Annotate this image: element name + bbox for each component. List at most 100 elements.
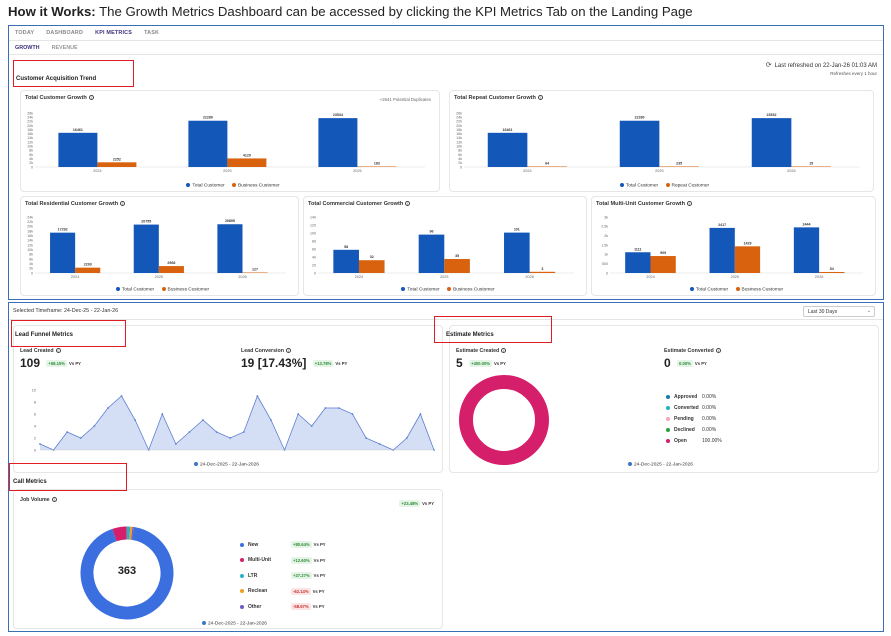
job-volume-donut-chart [76,522,177,623]
bar[interactable] [751,118,792,167]
bar-value-label: 2293 [84,263,92,267]
category-name: Other [248,603,262,610]
legend-repeat: Repeat Customer [671,183,710,188]
info-icon[interactable]: i [405,201,411,207]
info-icon[interactable]: i [687,201,693,207]
bar[interactable] [158,266,184,273]
lead-point[interactable] [337,407,340,409]
lead-created-line-chart: 10 8 6 4 2 0 [32,388,435,452]
lead-point[interactable] [324,407,327,409]
bar[interactable] [527,166,567,168]
bar[interactable] [529,271,556,273]
intro-text: How it Works: The Growth Metrics Dashboa… [8,4,884,20]
info-icon[interactable]: i [537,95,543,101]
lead-point[interactable] [134,419,137,421]
y-tick-label: 8 [34,400,36,404]
lead-point[interactable] [161,413,164,415]
lead-point[interactable] [242,431,245,433]
lead-point[interactable] [120,395,123,397]
info-icon[interactable]: i [501,348,507,354]
bar[interactable] [227,158,267,167]
y-tick-label: 10k [27,145,33,149]
bar[interactable] [217,224,243,273]
vspy-label: Vs PY [422,501,434,507]
status-pct: 100.00% [702,438,722,444]
lead-point[interactable] [310,425,313,427]
timeframe-label: Selected Timeframe: 24-Dec-25 - 22-Jan-2… [13,308,118,314]
y-tick-label: 8k [29,253,33,257]
lead-point[interactable] [229,437,232,439]
bar[interactable] [357,166,397,168]
lead-point[interactable] [66,431,69,433]
lead-point[interactable] [419,413,422,415]
bar[interactable] [487,132,528,167]
bar[interactable] [50,232,76,273]
lead-point[interactable] [365,437,367,439]
info-icon[interactable]: i [55,348,61,354]
bar[interactable] [97,162,137,167]
bar-value-label: 22280 [203,116,213,120]
lead-point[interactable] [405,437,408,439]
bar[interactable] [188,120,228,167]
bar[interactable] [734,246,761,273]
bar[interactable] [418,234,445,273]
donut-slice[interactable] [76,522,177,623]
timeframe-select[interactable]: Last 30 Days ⌄ [803,306,875,317]
bar[interactable] [444,259,470,273]
lead-point[interactable] [39,443,41,445]
refresh-icon[interactable]: ⟳ [765,62,772,69]
bar[interactable] [133,224,159,273]
y-tick-label: 0 [606,271,608,275]
estimate-status-row: Declined 0.00% [666,427,716,433]
legend-dot [628,462,632,466]
lead-point[interactable] [297,413,300,415]
bar[interactable] [75,267,101,273]
bar[interactable] [504,232,530,273]
status-pct: 0.00% [702,394,717,400]
tab-revenue[interactable]: REVENUE [51,45,78,51]
bar[interactable] [58,132,98,167]
estimate-converted-number: 0 [664,356,671,370]
tab-dashboard[interactable]: DASHBOARD [46,30,84,36]
lead-point[interactable] [174,443,177,445]
info-icon[interactable]: i [51,497,57,503]
lead-point[interactable] [93,425,96,427]
bar[interactable] [659,166,699,168]
bar[interactable] [333,249,359,273]
bar[interactable] [793,227,820,273]
tab-task[interactable]: TASK [144,30,160,36]
lead-point[interactable] [378,443,381,445]
info-icon[interactable]: i [88,95,94,101]
lead-line [39,395,435,452]
bar[interactable] [650,256,676,273]
lead-conversion-label-text: Lead Conversion [241,348,284,354]
lead-point[interactable] [79,437,82,439]
bar[interactable] [709,227,735,273]
lead-conversion-pct: [17.43%] [257,356,307,370]
multiunit-growth-chart: 3k 2.5k 2k 1.5k 1k 500 0 1111 909 2024 2417 1429 202… [601,215,863,279]
tab-today[interactable]: TODAY [15,30,35,36]
bar[interactable] [791,166,831,168]
lead-point[interactable] [188,431,191,433]
bar[interactable] [318,118,358,167]
estimate-status-row: Converted 0.00% [666,405,716,411]
lead-point[interactable] [256,395,259,397]
bar[interactable] [242,272,268,274]
bar[interactable] [358,260,385,273]
lead-point[interactable] [270,419,272,421]
bar[interactable] [619,120,660,167]
status-dot [666,417,670,421]
lead-point[interactable] [215,431,218,433]
info-icon[interactable]: i [120,201,126,207]
x-tick-label: 2024 [355,275,363,279]
bar[interactable] [819,271,845,273]
lead-point[interactable] [107,407,109,409]
lead-point[interactable] [351,413,354,415]
tab-kpi-metrics[interactable]: KPI METRICS [95,30,133,36]
y-tick-label: 6k [458,153,462,157]
highlight-box [11,320,126,347]
info-icon[interactable]: i [285,348,291,354]
info-icon[interactable]: i [715,348,721,354]
bar[interactable] [625,252,651,273]
lead-point[interactable] [202,419,204,421]
